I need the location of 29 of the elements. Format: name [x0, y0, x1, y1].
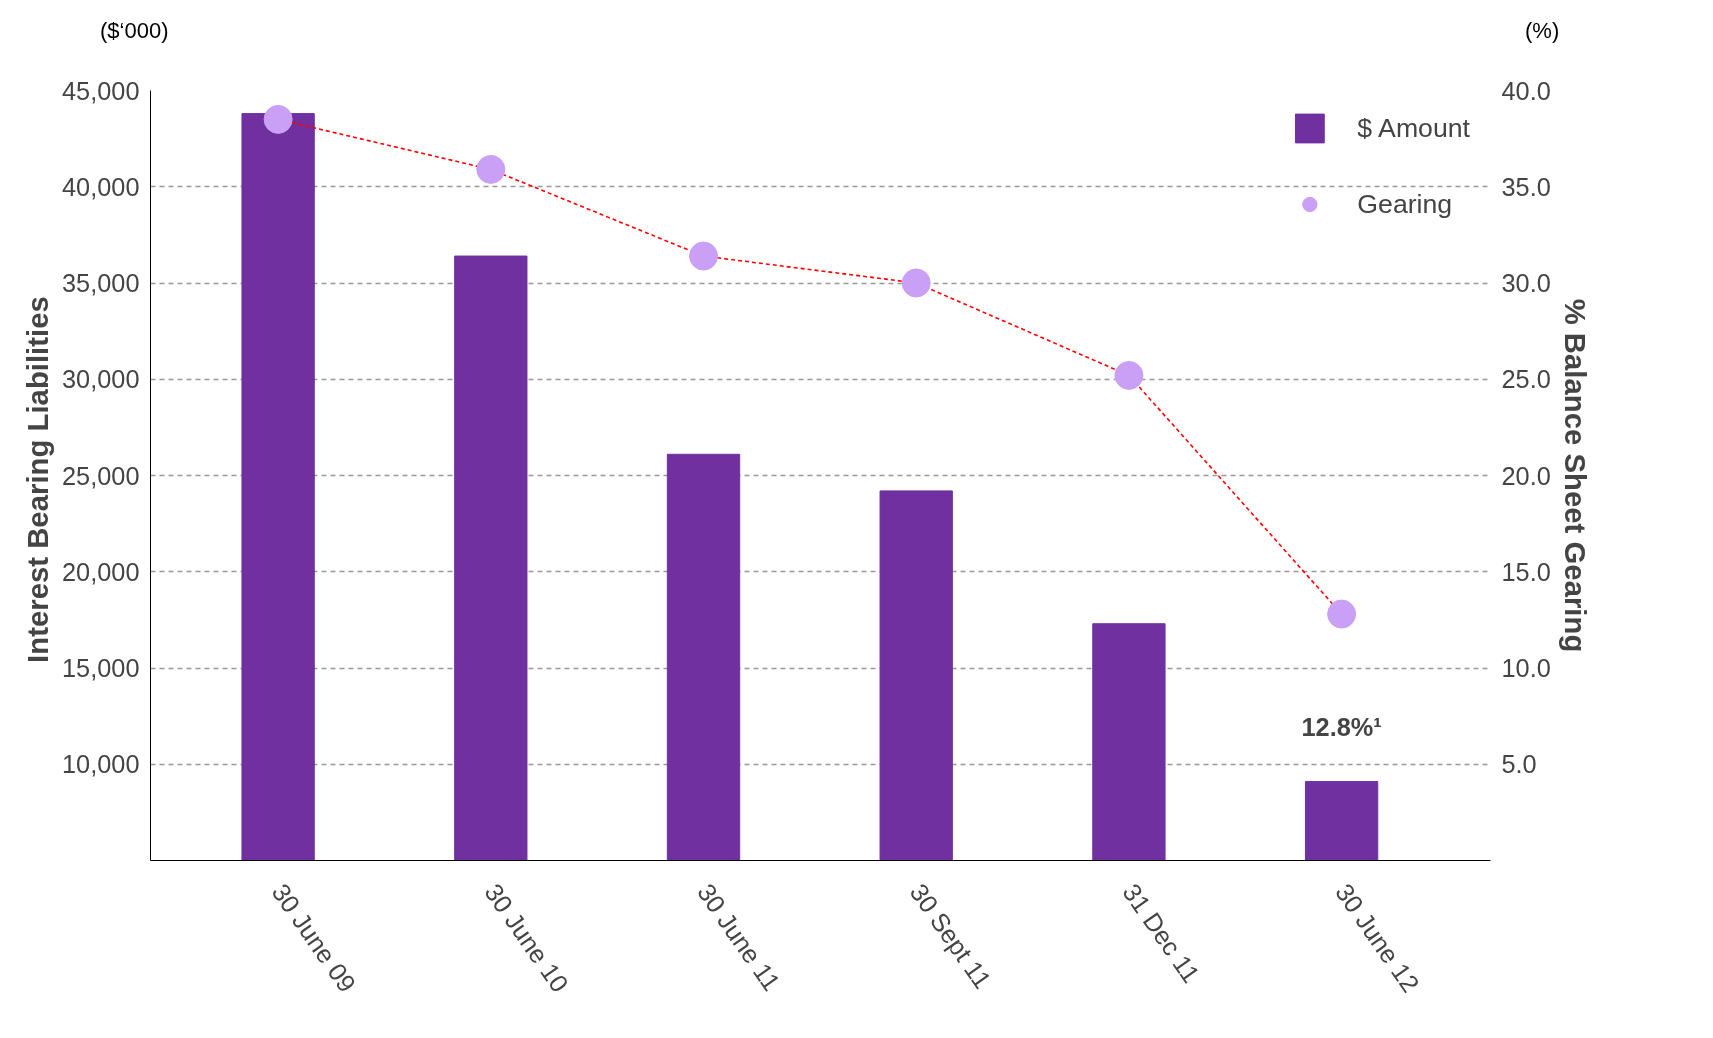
y-axis-title: Interest Bearing Liabilities [21, 296, 55, 663]
y2-tick-label: 40.0 [1501, 76, 1551, 105]
y-tick-label: 30,000 [62, 365, 140, 394]
y-tick-label: 40,000 [62, 172, 140, 201]
annotation: 12.8%¹ [1301, 712, 1382, 741]
legend-label: $ Amount [1357, 112, 1470, 144]
y2-tick-label: 15.0 [1501, 557, 1551, 586]
point [1114, 360, 1144, 390]
y-tick-label: 10,000 [62, 750, 140, 779]
y2-tick-label: 20.0 [1501, 461, 1551, 490]
y-tick-label: 25,000 [62, 461, 140, 490]
point [689, 241, 719, 271]
y2-tick-label: 30.0 [1501, 269, 1551, 297]
point [1327, 599, 1357, 629]
legend-label: Gearing [1357, 188, 1453, 220]
text: ($‘000) [100, 17, 169, 45]
y2-tick-label: 35.0 [1501, 172, 1551, 201]
y2-tick-label: 25.0 [1501, 365, 1551, 394]
y-tick-label: 20,000 [62, 557, 140, 586]
point [263, 104, 293, 134]
y2-axis-title: % Balance Sheet Gearing [1558, 298, 1592, 653]
y-tick-label: 35,000 [62, 269, 140, 297]
y-tick-label: 45,000 [62, 76, 140, 105]
y2-tick-label: 5.0 [1501, 750, 1537, 779]
text: (%) [1525, 17, 1560, 45]
y-tick-label: 15,000 [62, 654, 140, 682]
point [901, 268, 931, 298]
y2-tick-label: 10.0 [1501, 654, 1551, 682]
point [476, 154, 506, 184]
